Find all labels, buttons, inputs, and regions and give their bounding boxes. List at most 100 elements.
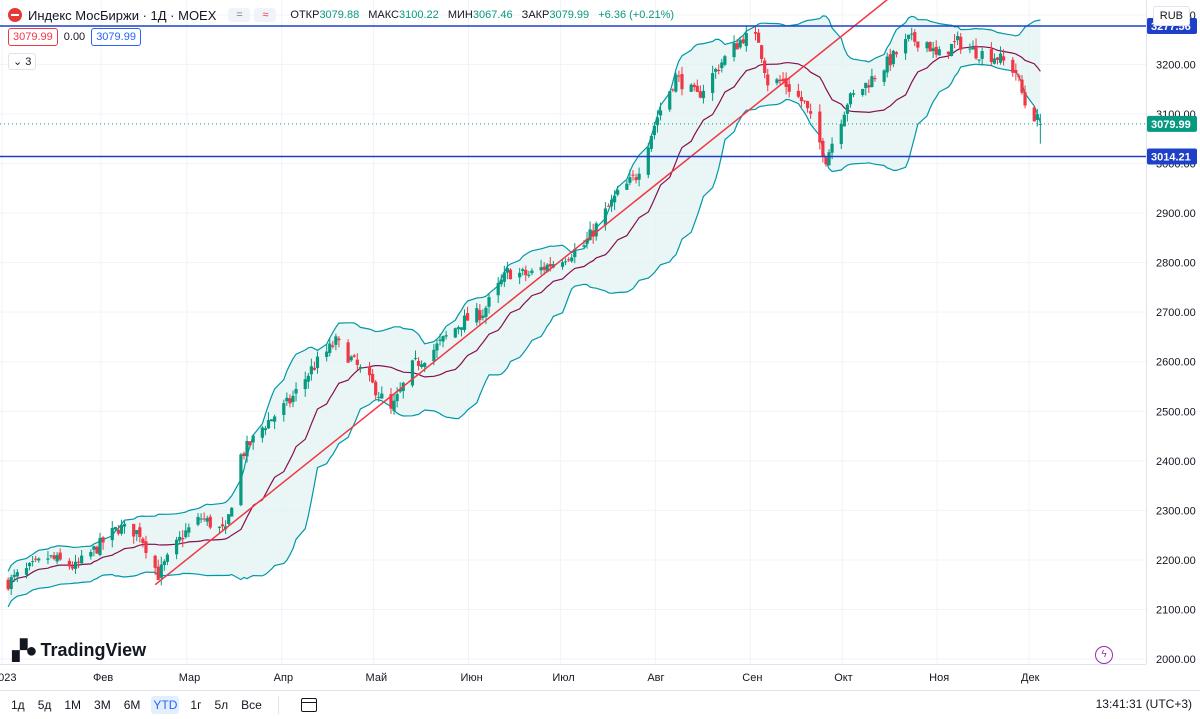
indicators-toggle[interactable]: ⌄ 3 bbox=[8, 53, 37, 70]
timeframe-1d[interactable]: 1д bbox=[11, 698, 25, 712]
wave-icon[interactable]: ≈ bbox=[254, 8, 277, 22]
candle bbox=[367, 361, 372, 382]
candle-body bbox=[459, 327, 464, 330]
candle bbox=[465, 306, 470, 321]
candle bbox=[796, 83, 800, 99]
candle-body bbox=[371, 373, 375, 383]
timeframe-1m[interactable]: 1М bbox=[64, 698, 82, 712]
candle-body bbox=[76, 561, 81, 563]
candle-body bbox=[187, 527, 191, 533]
buy-price-button[interactable]: 3079.99 bbox=[91, 28, 141, 46]
candle-body bbox=[12, 574, 16, 577]
candle-body bbox=[227, 514, 231, 524]
candle-body bbox=[695, 85, 699, 92]
candle-body bbox=[478, 310, 482, 321]
candle bbox=[349, 355, 353, 363]
candle-body bbox=[775, 79, 779, 84]
candle-body bbox=[882, 70, 886, 82]
candle bbox=[542, 262, 546, 275]
candle bbox=[711, 65, 715, 101]
candle bbox=[227, 513, 231, 526]
timeframe-1y[interactable]: 1г bbox=[190, 698, 202, 712]
order-prices: 3079.99 0.00 3079.99 bbox=[8, 28, 141, 46]
candle-body bbox=[380, 393, 384, 399]
timeframe-all[interactable]: Все bbox=[241, 698, 262, 712]
candle-body bbox=[309, 366, 313, 375]
candle-body bbox=[269, 419, 274, 422]
candle-body bbox=[937, 49, 941, 56]
axes[interactable]: 2000.00 2100.00 2200.00 2300.00 2400.00 2500.… bbox=[0, 10, 1197, 684]
timeframe-6m[interactable]: 6М bbox=[123, 698, 141, 712]
candle-body bbox=[199, 518, 203, 520]
candle-body bbox=[698, 91, 702, 98]
compare-icon[interactable]: = bbox=[228, 8, 251, 22]
sell-price-button[interactable]: 3079.99 bbox=[8, 28, 58, 46]
timeframe-5y[interactable]: 5л bbox=[214, 698, 229, 712]
x-tick-label: Июн bbox=[461, 672, 483, 684]
candle-body bbox=[499, 279, 503, 285]
candle-body bbox=[735, 43, 739, 50]
candle bbox=[891, 49, 895, 68]
drawings[interactable] bbox=[0, 0, 1146, 586]
tradingview-logo[interactable]: ▞● TradingView bbox=[12, 638, 146, 663]
candle-body bbox=[98, 537, 102, 556]
candle bbox=[567, 257, 571, 262]
candle-body bbox=[674, 74, 678, 92]
candle bbox=[174, 536, 179, 560]
symbol-header[interactable]: Индекс МосБиржи · 1Д · MOEX = ≈ ОТКР3079… bbox=[8, 6, 680, 24]
timeframe-3m[interactable]: 3М bbox=[94, 698, 111, 712]
candle-body bbox=[334, 336, 338, 345]
candle-body bbox=[89, 552, 93, 557]
currency-selector[interactable]: RUB bbox=[1152, 6, 1190, 26]
low-value: 3067.46 bbox=[472, 9, 513, 21]
candle-body bbox=[548, 263, 552, 267]
candle bbox=[187, 523, 191, 538]
calendar-icon[interactable] bbox=[300, 698, 317, 712]
candle bbox=[524, 265, 528, 282]
candle-body bbox=[744, 33, 748, 47]
y-tick-label: 3200.00 bbox=[1156, 59, 1196, 71]
price-chart[interactable]: 2000.00 2100.00 2200.00 2300.00 2400.00 2500.… bbox=[0, 0, 1200, 690]
candle-body bbox=[508, 269, 513, 280]
candle-body bbox=[603, 208, 608, 226]
candle-body bbox=[545, 264, 549, 272]
candle bbox=[416, 357, 421, 371]
bollinger-basis bbox=[7, 45, 1041, 590]
candle-body bbox=[181, 537, 185, 540]
candle bbox=[251, 434, 255, 450]
clock[interactable]: 13:41:31 (UTC+3) bbox=[1095, 697, 1192, 711]
candle-body bbox=[31, 561, 35, 563]
candle bbox=[907, 34, 911, 42]
candle bbox=[671, 88, 675, 92]
candle bbox=[613, 190, 617, 211]
symbol-title[interactable]: Индекс МосБиржи · 1Д · MOEX bbox=[28, 7, 217, 23]
candle bbox=[196, 513, 200, 527]
candle-body bbox=[956, 35, 960, 41]
lightning-icon[interactable]: ϟ bbox=[1095, 646, 1113, 664]
bollinger-lower bbox=[7, 63, 1041, 608]
candle bbox=[867, 79, 871, 93]
timeframe-ytd[interactable]: YTD bbox=[151, 696, 180, 714]
candle bbox=[294, 382, 298, 402]
candle bbox=[502, 265, 506, 288]
x-tick-label: Мар bbox=[179, 672, 201, 684]
candle-body bbox=[870, 76, 874, 88]
open-label: ОТКР bbox=[290, 9, 320, 21]
candle bbox=[410, 359, 415, 388]
candle-body bbox=[389, 394, 393, 409]
candle bbox=[478, 304, 482, 327]
candle bbox=[695, 79, 699, 93]
candles bbox=[6, 25, 1042, 595]
candle bbox=[309, 358, 313, 381]
candle-body bbox=[796, 90, 800, 97]
timeframe-5d[interactable]: 5д bbox=[37, 698, 52, 712]
candle bbox=[334, 333, 338, 351]
trend-line[interactable] bbox=[154, 0, 918, 586]
candle bbox=[778, 75, 782, 85]
y-tick-label: 2300.00 bbox=[1156, 505, 1196, 517]
candle-body bbox=[273, 416, 277, 422]
chevron-down-icon: ⌄ bbox=[13, 56, 23, 68]
spread-value: 0.00 bbox=[63, 31, 86, 43]
x-tick-label: Фев bbox=[93, 672, 113, 684]
candle bbox=[873, 75, 877, 82]
